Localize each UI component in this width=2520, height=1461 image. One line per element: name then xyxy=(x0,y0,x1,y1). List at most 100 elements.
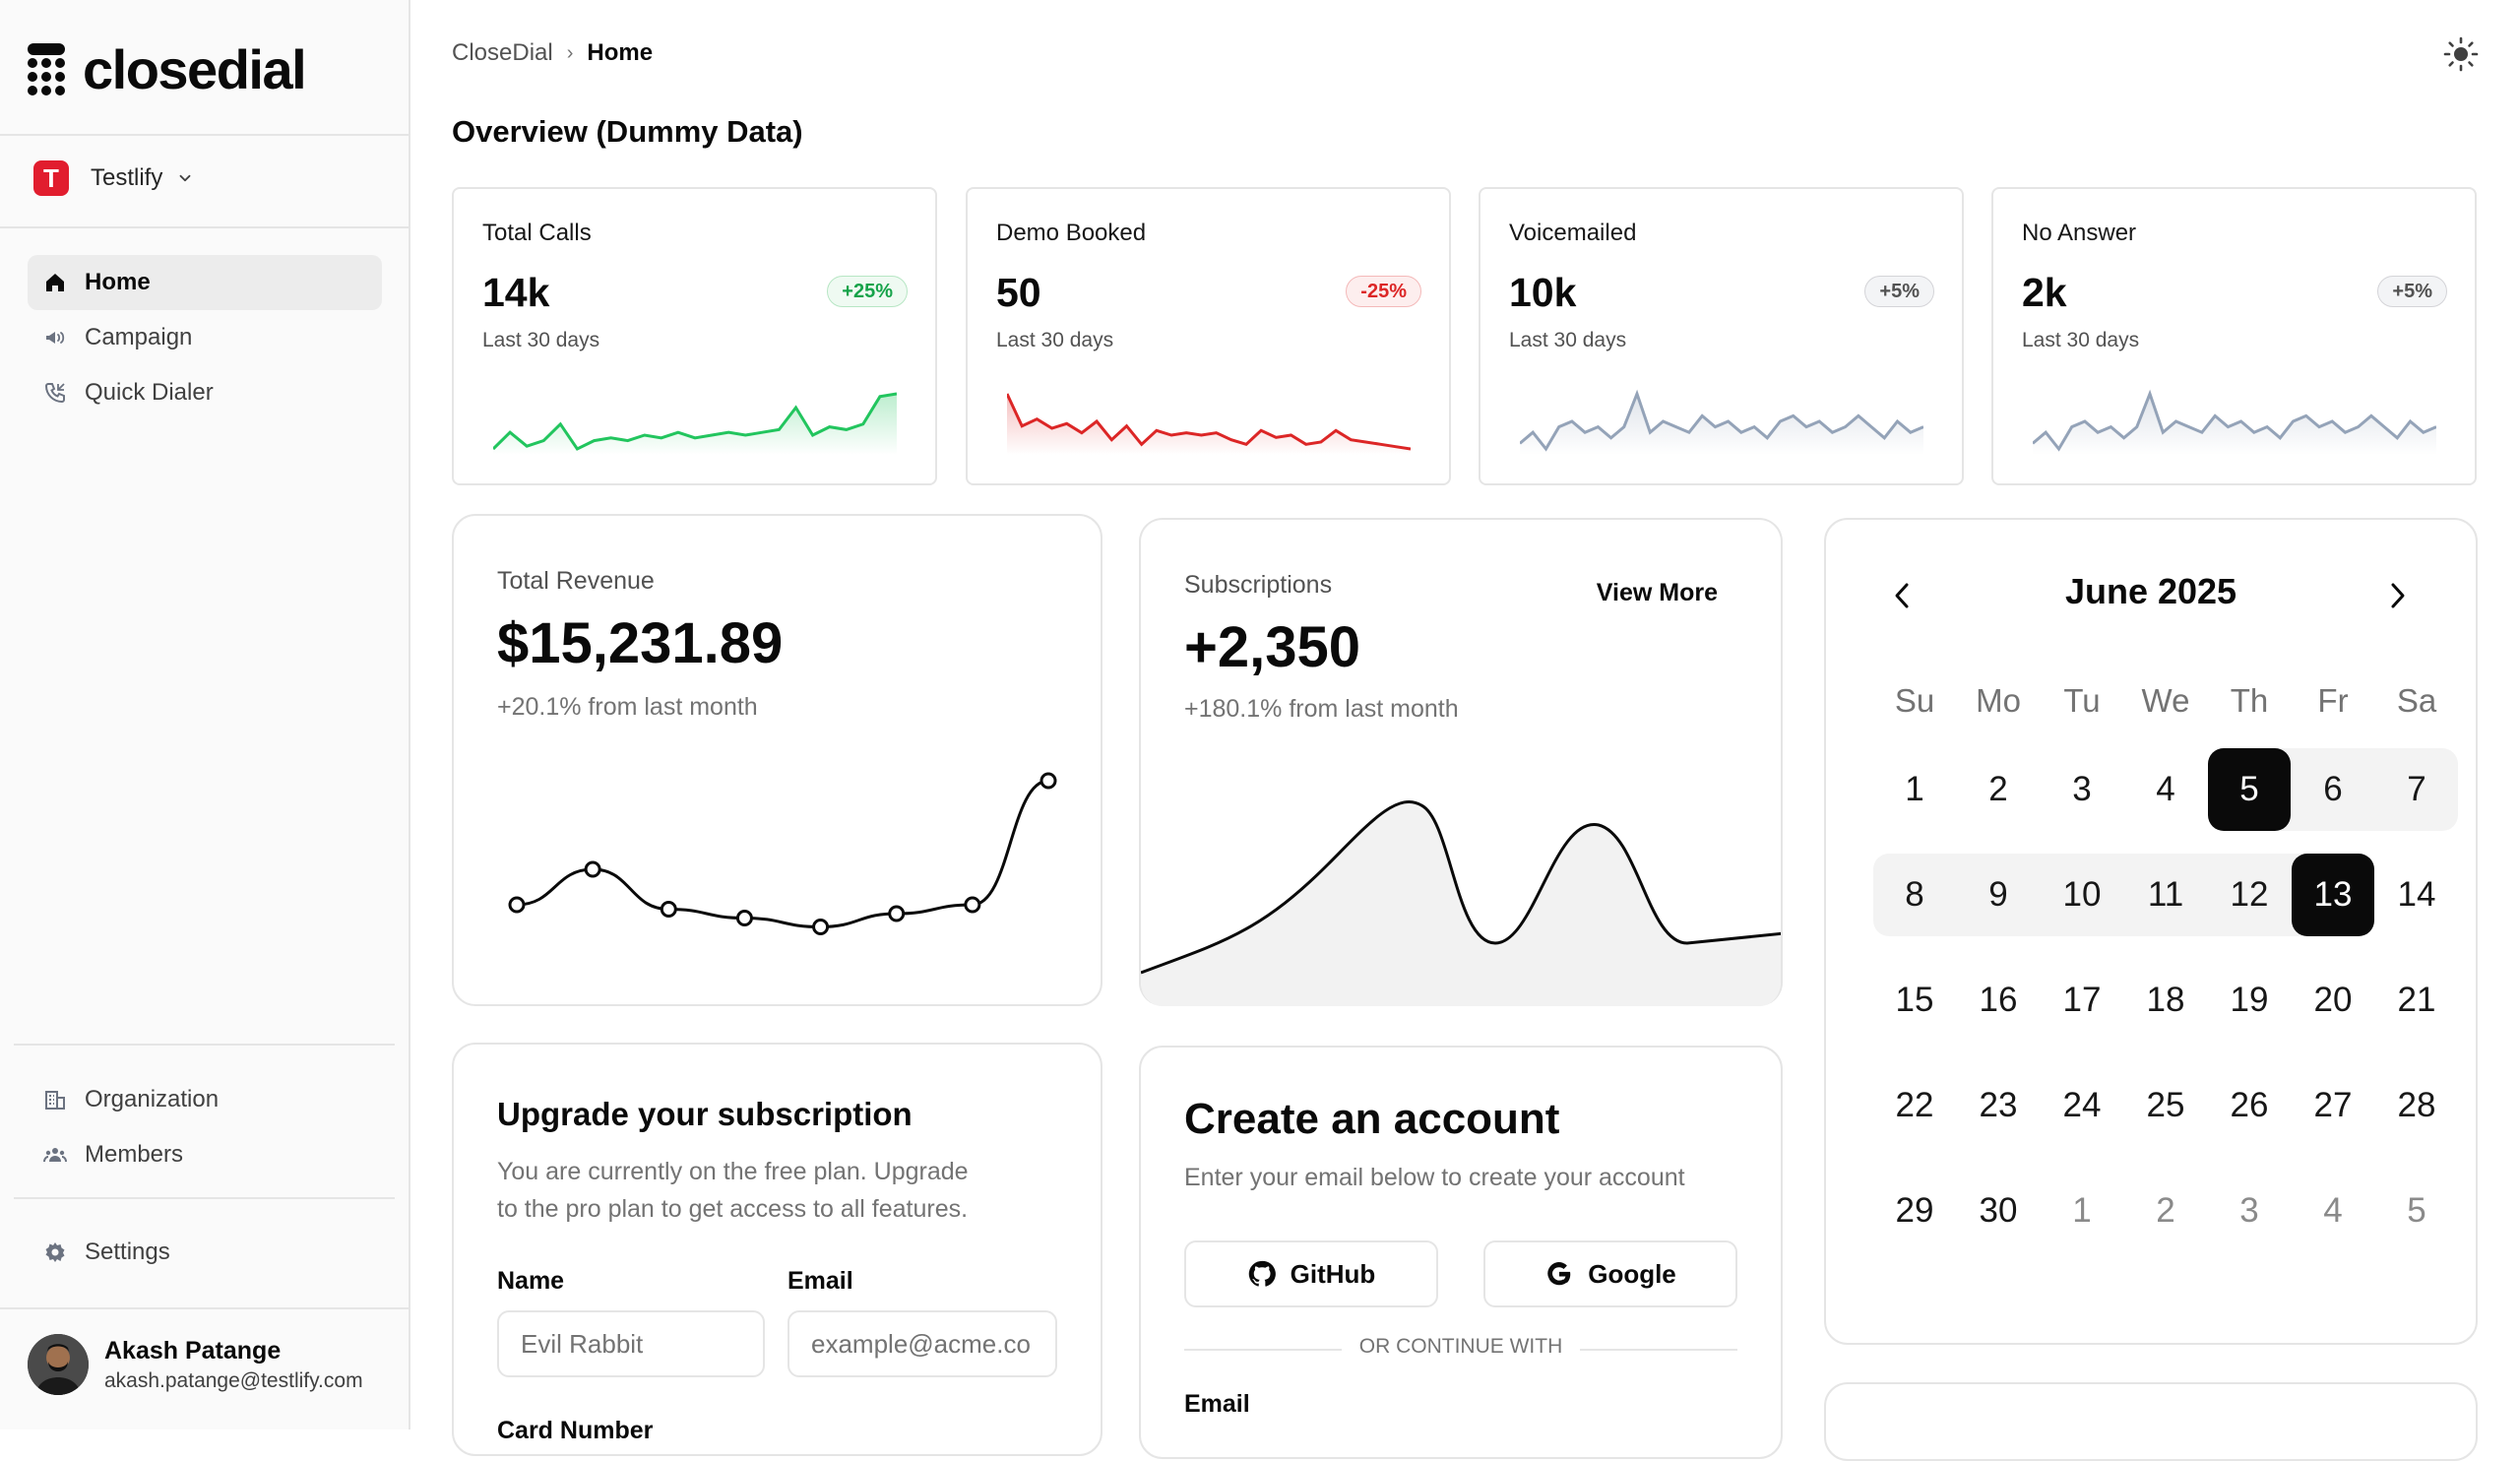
stat-period: Last 30 days xyxy=(2022,329,2139,352)
calendar-day[interactable]: 3 xyxy=(2208,1170,2291,1252)
building-icon xyxy=(43,1088,67,1112)
revenue-change: +20.1% from last month xyxy=(497,693,758,722)
stat-change-badge: +25% xyxy=(827,276,908,307)
revenue-point xyxy=(890,907,904,921)
upgrade-title: Upgrade your subscription xyxy=(497,1096,913,1133)
calendar-day[interactable]: 5 xyxy=(2375,1170,2458,1252)
stat-value: 14k xyxy=(482,270,549,316)
create-account-subtitle: Enter your email below to create your ac… xyxy=(1184,1164,1685,1192)
calendar-day[interactable]: 8 xyxy=(1873,854,1956,936)
revenue-point xyxy=(662,903,675,917)
calendar-day[interactable]: 24 xyxy=(2041,1064,2123,1147)
calendar-day[interactable]: 1 xyxy=(1873,748,1956,831)
sidebar-item-quick-dialer[interactable]: Quick Dialer xyxy=(28,365,382,420)
sun-icon[interactable] xyxy=(2443,36,2479,72)
github-button[interactable]: GitHub xyxy=(1184,1240,1438,1307)
subscriptions-value: +2,350 xyxy=(1184,614,1360,680)
sparkline-chart xyxy=(2033,386,2436,455)
calendar-day[interactable]: 9 xyxy=(1957,854,2040,936)
stat-change-badge: +5% xyxy=(2377,276,2447,307)
user-profile[interactable]: Akash Patange akash.patange@testlify.com xyxy=(28,1334,363,1395)
calendar-day[interactable]: 6 xyxy=(2292,748,2374,831)
calendar-day[interactable]: 20 xyxy=(2292,959,2374,1042)
sidebar-item-campaign[interactable]: Campaign xyxy=(28,310,382,365)
calendar-day[interactable]: 19 xyxy=(2208,959,2291,1042)
revenue-card: Total Revenue $15,231.89 +20.1% from las… xyxy=(452,514,1102,1006)
stat-period: Last 30 days xyxy=(1509,329,1626,352)
upgrade-description: You are currently on the free plan. Upgr… xyxy=(497,1153,969,1228)
calendar-day[interactable]: 3 xyxy=(2041,748,2123,831)
email-label: Email xyxy=(788,1267,853,1296)
calendar-day[interactable]: 29 xyxy=(1873,1170,1956,1252)
calendar-day[interactable]: 14 xyxy=(2375,854,2458,936)
github-button-label: GitHub xyxy=(1291,1259,1376,1290)
calendar-day[interactable]: 18 xyxy=(2124,959,2207,1042)
weekday-header: Mo xyxy=(1969,682,2028,720)
sidebar-item-label: Home xyxy=(85,269,151,296)
divider xyxy=(0,1307,409,1309)
main-content: CloseDial › Home Overview (Dummy Data) T… xyxy=(412,0,2520,1429)
stat-change-badge: -25% xyxy=(1346,276,1421,307)
view-more-button[interactable]: View More xyxy=(1597,579,1718,607)
sidebar-item-label: Campaign xyxy=(85,324,192,351)
google-icon xyxy=(1544,1259,1574,1289)
chevron-right-icon: › xyxy=(567,42,574,65)
calendar-day[interactable]: 11 xyxy=(2124,854,2207,936)
brand-name: closedial xyxy=(83,37,305,101)
upgrade-card: Upgrade your subscription You are curren… xyxy=(452,1043,1102,1456)
sparkline-area xyxy=(493,394,897,455)
calendar-day[interactable]: 2 xyxy=(1957,748,2040,831)
email-label: Email xyxy=(1184,1390,1250,1419)
stat-label: No Answer xyxy=(2022,220,2136,247)
calendar-day[interactable]: 4 xyxy=(2124,748,2207,831)
email-field[interactable]: example@acme.co xyxy=(788,1310,1057,1377)
revenue-point xyxy=(586,862,599,876)
calendar-day[interactable]: 25 xyxy=(2124,1064,2207,1147)
stat-change-badge: +5% xyxy=(1864,276,1934,307)
sidebar-item-label: Settings xyxy=(85,1239,170,1266)
workspace-switcher[interactable]: T Testlify xyxy=(33,160,194,196)
calendar-day[interactable]: 21 xyxy=(2375,959,2458,1042)
card-number-label: Card Number xyxy=(497,1417,653,1445)
sidebar-item-home[interactable]: Home xyxy=(28,255,382,310)
subscriptions-change: +180.1% from last month xyxy=(1184,695,1459,724)
breadcrumb-root[interactable]: CloseDial xyxy=(452,39,553,67)
brand-logo[interactable]: closedial xyxy=(24,39,305,98)
calendar-day[interactable]: 12 xyxy=(2208,854,2291,936)
sparkline-chart xyxy=(1007,386,1411,455)
calendar-day[interactable]: 30 xyxy=(1957,1170,2040,1252)
user-name: Akash Patange xyxy=(104,1337,363,1366)
calendar-day[interactable]: 26 xyxy=(2208,1064,2291,1147)
divider xyxy=(14,1197,395,1199)
divider xyxy=(14,1044,395,1046)
calendar-day[interactable]: 28 xyxy=(2375,1064,2458,1147)
calendar-day[interactable]: 23 xyxy=(1957,1064,2040,1147)
calendar-day[interactable]: 22 xyxy=(1873,1064,1956,1147)
calendar-day[interactable]: 5 xyxy=(2208,748,2291,831)
revenue-point xyxy=(1041,774,1055,788)
calendar-day[interactable]: 27 xyxy=(2292,1064,2374,1147)
workspace-name: Testlify xyxy=(91,164,162,192)
calendar-day[interactable]: 7 xyxy=(2375,748,2458,831)
phone-icon xyxy=(43,381,67,405)
megaphone-icon xyxy=(43,326,67,349)
sidebar-item-settings[interactable]: Settings xyxy=(28,1225,382,1280)
calendar-day[interactable]: 16 xyxy=(1957,959,2040,1042)
name-field[interactable]: Evil Rabbit xyxy=(497,1310,765,1377)
chevron-right-icon[interactable] xyxy=(2385,581,2411,610)
calendar-day[interactable]: 2 xyxy=(2124,1170,2207,1252)
calendar-day[interactable]: 1 xyxy=(2041,1170,2123,1252)
users-icon xyxy=(43,1143,67,1167)
calendar-day[interactable]: 4 xyxy=(2292,1170,2374,1252)
subscriptions-card: Subscriptions View More +2,350 +180.1% f… xyxy=(1139,518,1783,1006)
google-button[interactable]: Google xyxy=(1483,1240,1737,1307)
breadcrumb: CloseDial › Home xyxy=(452,39,653,67)
calendar-day[interactable]: 13 xyxy=(2292,854,2374,936)
sidebar-item-organization[interactable]: Organization xyxy=(28,1072,382,1127)
sidebar-item-members[interactable]: Members xyxy=(28,1127,382,1182)
calendar-day[interactable]: 15 xyxy=(1873,959,1956,1042)
weekday-header: Th xyxy=(2220,682,2279,720)
calendar-day[interactable]: 17 xyxy=(2041,959,2123,1042)
sidebar: closedial T Testlify Home Campaign Quick… xyxy=(0,0,410,1429)
calendar-day[interactable]: 10 xyxy=(2041,854,2123,936)
